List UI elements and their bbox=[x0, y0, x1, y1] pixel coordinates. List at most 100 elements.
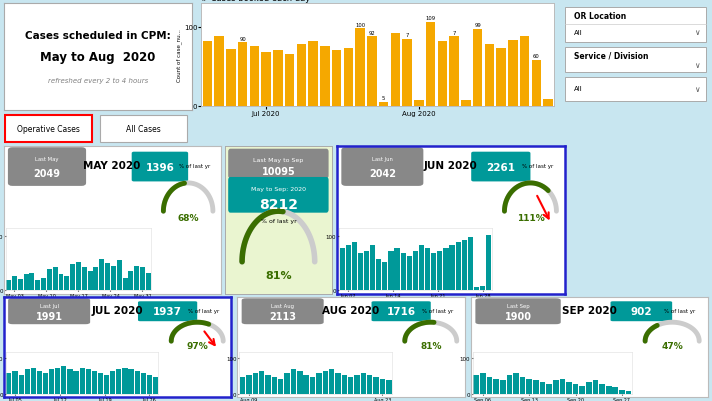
Text: % of last yr: % of last yr bbox=[189, 308, 220, 313]
Bar bbox=[61, 366, 66, 394]
Bar bbox=[64, 276, 69, 290]
Bar bbox=[414, 101, 424, 106]
Text: 90: 90 bbox=[239, 37, 246, 42]
FancyBboxPatch shape bbox=[341, 148, 424, 186]
FancyBboxPatch shape bbox=[6, 115, 93, 143]
Bar bbox=[110, 371, 115, 394]
FancyBboxPatch shape bbox=[565, 78, 706, 102]
Bar bbox=[379, 379, 385, 394]
Bar bbox=[82, 267, 87, 290]
Text: 902: 902 bbox=[631, 306, 652, 316]
Bar bbox=[43, 373, 48, 394]
Text: % of last yr: % of last yr bbox=[261, 218, 296, 223]
Text: ∨: ∨ bbox=[694, 28, 700, 37]
Text: 8212: 8212 bbox=[259, 197, 298, 211]
Text: All Cases: All Cases bbox=[126, 125, 161, 134]
Text: 1937: 1937 bbox=[153, 306, 182, 316]
Text: 99: 99 bbox=[474, 23, 481, 28]
Text: AUG 2020: AUG 2020 bbox=[323, 306, 379, 316]
Bar bbox=[92, 371, 97, 394]
Bar bbox=[238, 43, 247, 106]
Bar bbox=[332, 51, 341, 106]
Bar bbox=[73, 371, 78, 394]
Bar bbox=[273, 51, 283, 106]
Bar bbox=[496, 49, 506, 106]
Bar bbox=[80, 368, 85, 394]
Text: 2042: 2042 bbox=[369, 169, 396, 179]
FancyBboxPatch shape bbox=[241, 298, 324, 324]
Bar bbox=[259, 371, 264, 394]
Bar bbox=[355, 375, 360, 394]
Bar bbox=[36, 281, 40, 290]
Bar bbox=[297, 45, 306, 106]
Bar bbox=[606, 386, 612, 394]
Bar bbox=[533, 380, 539, 394]
Bar bbox=[41, 278, 46, 290]
Bar bbox=[572, 384, 578, 394]
Bar bbox=[513, 373, 519, 394]
Bar bbox=[250, 47, 259, 106]
Text: Last Sep: Last Sep bbox=[507, 304, 529, 308]
Bar bbox=[303, 375, 309, 394]
Text: % of last yr: % of last yr bbox=[422, 308, 454, 313]
Bar bbox=[12, 371, 18, 394]
Bar bbox=[23, 274, 28, 290]
Bar bbox=[419, 246, 424, 290]
Bar bbox=[117, 261, 122, 290]
Bar bbox=[214, 37, 224, 106]
Bar bbox=[543, 100, 553, 106]
Text: # Cases booked each day: # Cases booked each day bbox=[201, 0, 310, 3]
Text: MAY 2020: MAY 2020 bbox=[83, 161, 141, 171]
Bar bbox=[226, 50, 236, 106]
Bar bbox=[388, 251, 394, 290]
Bar bbox=[367, 375, 372, 394]
Bar bbox=[310, 377, 315, 394]
Bar bbox=[580, 386, 585, 394]
Bar bbox=[391, 34, 400, 106]
Bar bbox=[426, 23, 435, 106]
Text: JUL 2020: JUL 2020 bbox=[92, 306, 143, 316]
Bar bbox=[6, 281, 11, 290]
Bar bbox=[364, 251, 369, 290]
Bar bbox=[566, 383, 572, 394]
Text: ∨: ∨ bbox=[694, 84, 700, 93]
Bar bbox=[340, 248, 345, 290]
Text: 111%: 111% bbox=[517, 213, 544, 222]
FancyBboxPatch shape bbox=[372, 302, 431, 322]
Bar bbox=[316, 373, 322, 394]
Bar bbox=[116, 369, 122, 394]
X-axis label: case_date: case_date bbox=[66, 300, 91, 305]
Text: % of last yr: % of last yr bbox=[664, 308, 695, 313]
X-axis label: case_date: case_date bbox=[403, 300, 428, 305]
Text: JUN 2020: JUN 2020 bbox=[424, 161, 478, 171]
FancyBboxPatch shape bbox=[132, 152, 188, 182]
Text: Last Jun: Last Jun bbox=[372, 156, 393, 162]
Text: Last Refreshed time: Last Refreshed time bbox=[6, 172, 69, 176]
Text: 2049: 2049 bbox=[33, 169, 61, 179]
Bar bbox=[134, 266, 139, 290]
Bar bbox=[12, 277, 17, 290]
Bar bbox=[146, 273, 151, 290]
Bar bbox=[31, 368, 36, 394]
Text: Last May: Last May bbox=[35, 156, 59, 162]
Bar bbox=[272, 377, 277, 394]
Text: % of last yr: % of last yr bbox=[179, 163, 210, 168]
Text: Cases scheduled in CPM:: Cases scheduled in CPM: bbox=[25, 31, 171, 41]
Bar bbox=[444, 248, 449, 290]
Bar bbox=[449, 37, 459, 106]
FancyBboxPatch shape bbox=[476, 298, 561, 324]
Bar bbox=[386, 380, 392, 394]
Bar bbox=[18, 279, 23, 290]
Bar bbox=[461, 101, 471, 106]
Bar bbox=[85, 369, 91, 394]
Bar bbox=[480, 373, 486, 394]
Bar bbox=[456, 243, 461, 290]
Bar bbox=[382, 262, 387, 290]
FancyBboxPatch shape bbox=[610, 302, 672, 322]
Bar bbox=[553, 380, 558, 394]
FancyBboxPatch shape bbox=[138, 302, 197, 322]
Bar bbox=[532, 61, 541, 106]
Bar bbox=[540, 383, 545, 394]
Bar bbox=[53, 267, 58, 290]
Bar bbox=[508, 41, 518, 106]
